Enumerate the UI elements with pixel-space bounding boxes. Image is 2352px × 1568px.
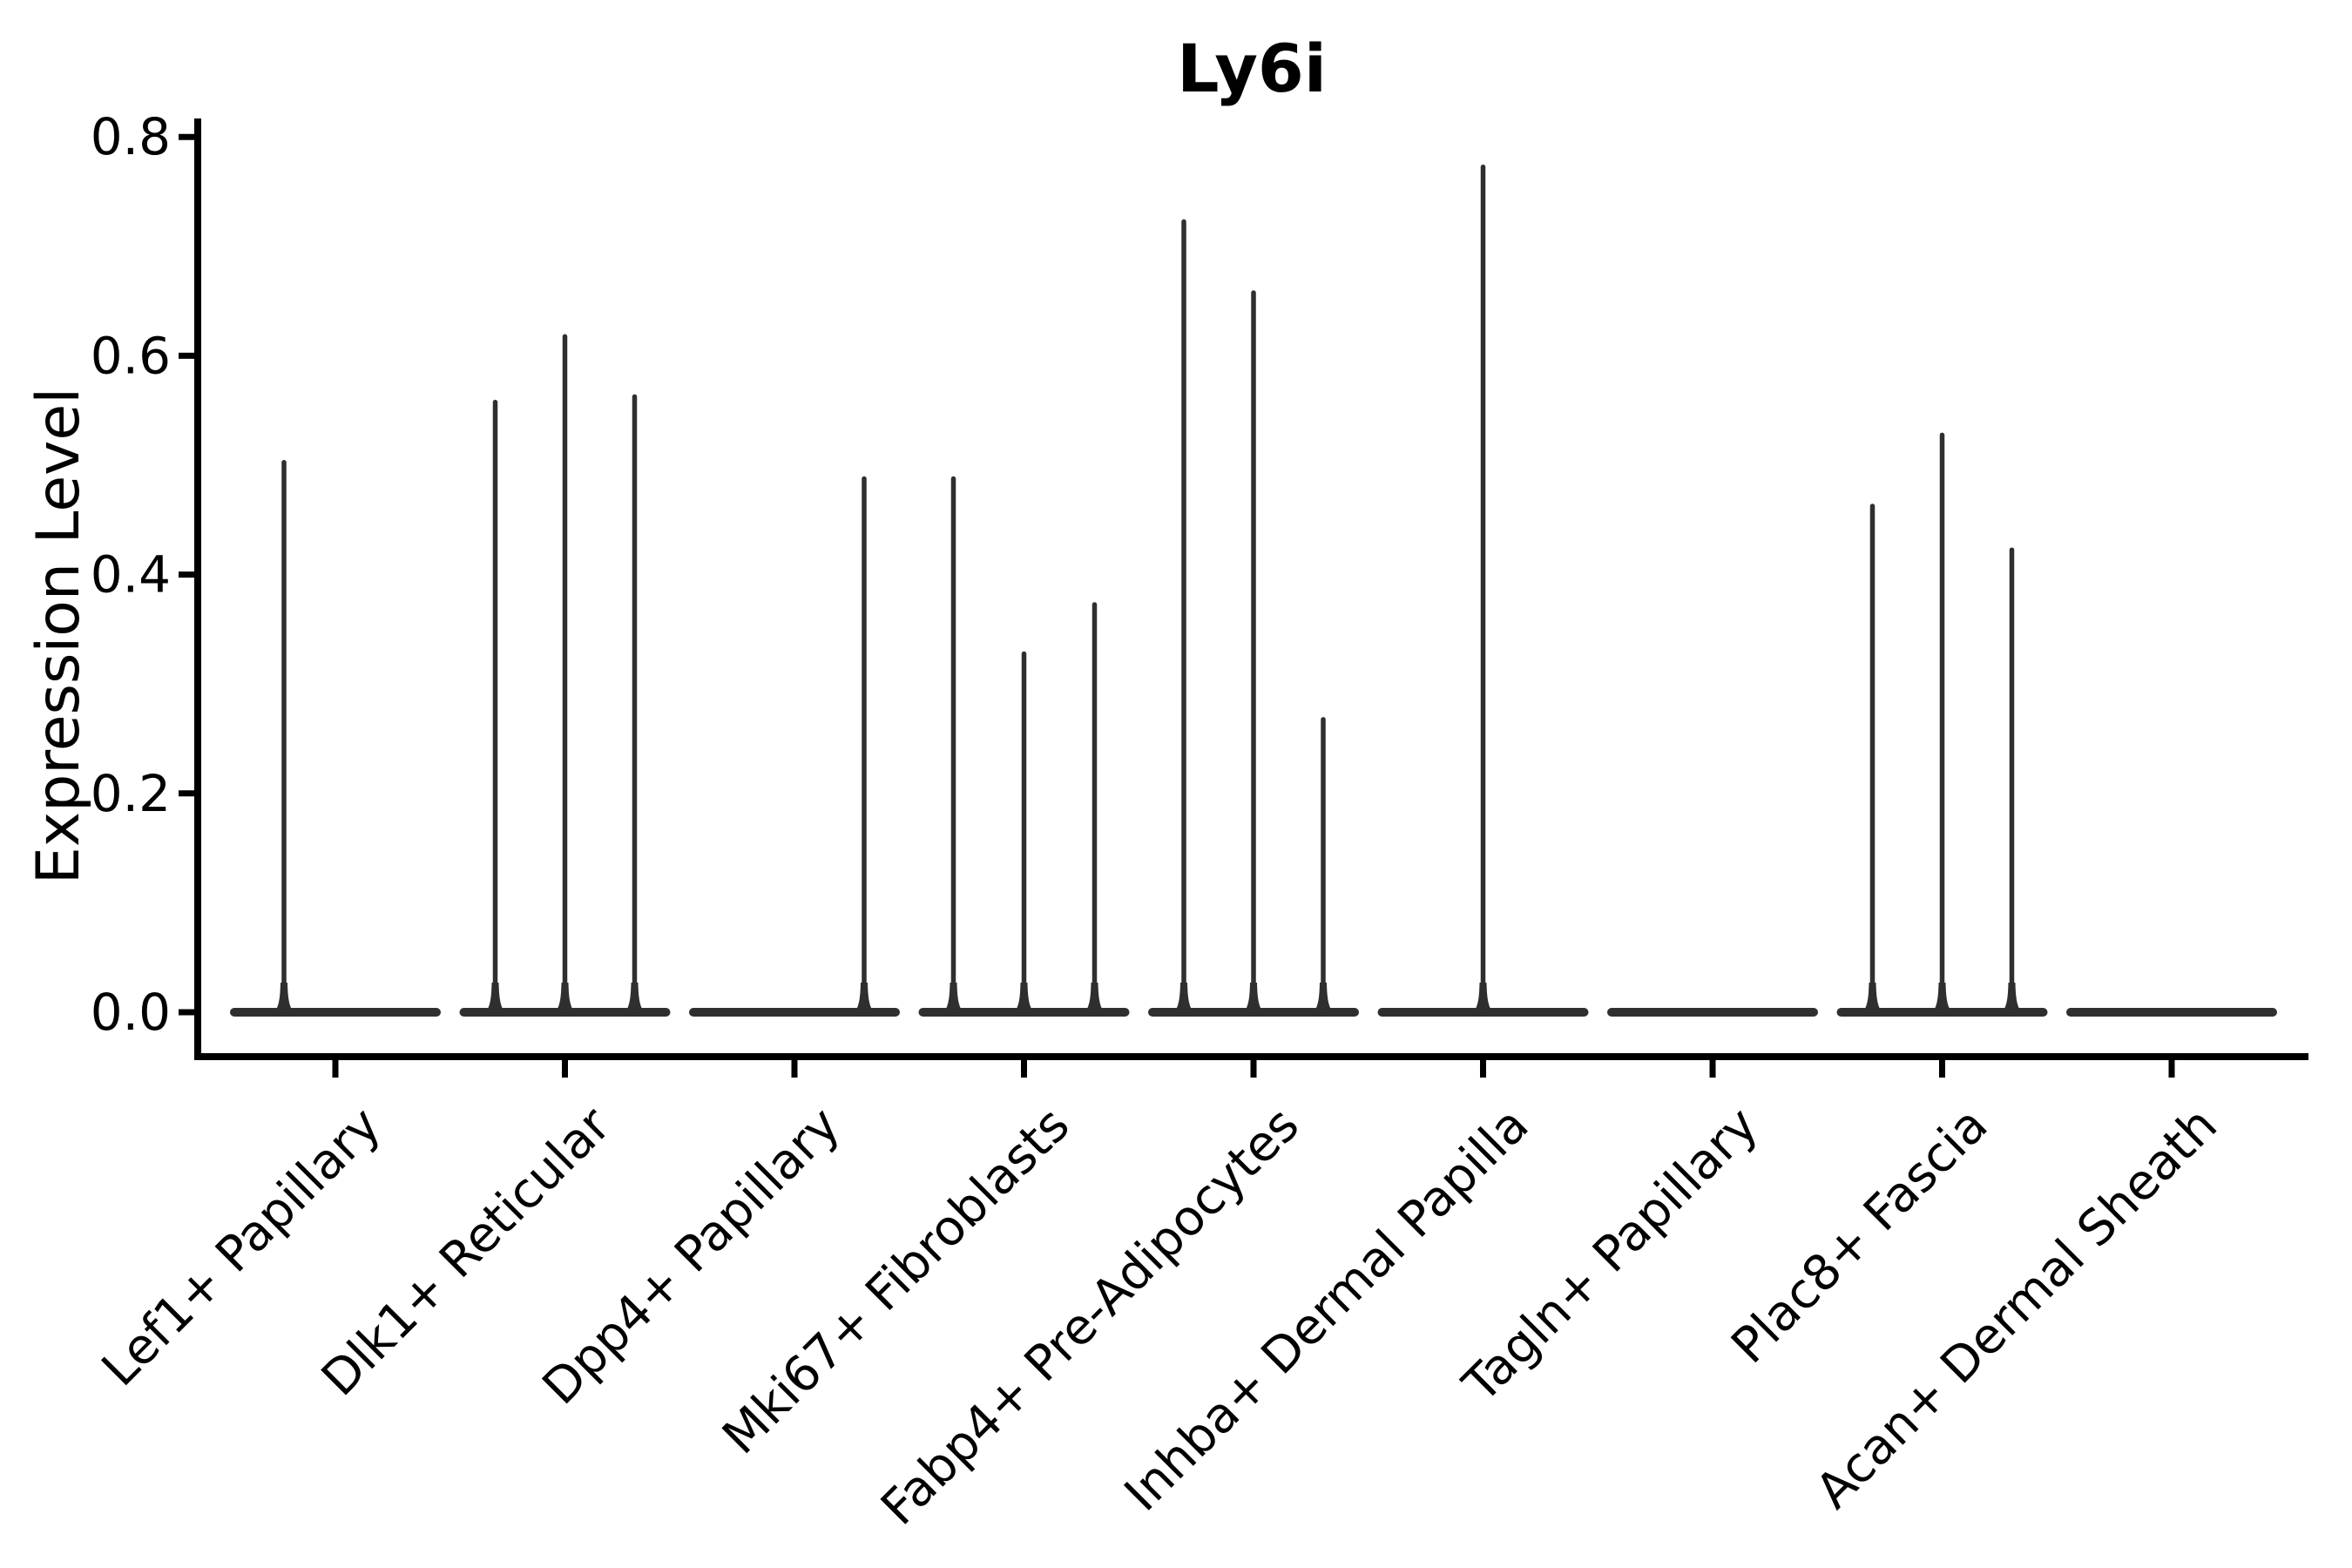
y-tick-label: 0.0 [91, 983, 171, 1042]
violin-spike-base [1241, 983, 1266, 1015]
violin-inhba [1377, 164, 1589, 1017]
violin-body [230, 1008, 441, 1017]
violin-lef1 [230, 459, 441, 1017]
violin-spike-base [852, 983, 876, 1015]
violin-body [689, 1008, 900, 1017]
violin-spike-base [1311, 983, 1335, 1015]
violin-spike-base [1930, 983, 1955, 1015]
violin-spike-base [941, 983, 966, 1015]
y-tick-label: 0.8 [91, 107, 171, 166]
violins [230, 164, 2277, 1017]
violin-plac8 [1836, 432, 2048, 1017]
x-tick-label-inhba: Inhba+ Dermal Papilla [1114, 1097, 1540, 1523]
x-tick-label-acan: Acan+ Dermal Sheath [1805, 1097, 2228, 1520]
violin-acan [2066, 1008, 2277, 1017]
violin-spike-base [1470, 983, 1496, 1015]
y-axis-ticks: 0.0 0.2 0.4 0.6 0.8 [91, 107, 194, 1042]
violin-spike-base [1172, 983, 1196, 1015]
violin-spike-base [552, 983, 578, 1015]
violin-body [1607, 1008, 1818, 1017]
y-tick-label: 0.2 [91, 764, 171, 823]
violin-spike-base [622, 983, 647, 1015]
violin-body [918, 1008, 1130, 1017]
violin-body [1836, 1008, 2048, 1017]
violin-spike-base [1011, 983, 1037, 1015]
violin-spike-base [272, 983, 296, 1015]
violin-body [1148, 1008, 1359, 1017]
chart-title: Ly6i [1177, 30, 1327, 107]
violin-body [459, 1008, 671, 1017]
violin-spike-base [1082, 983, 1107, 1015]
violin-dpp4 [689, 476, 900, 1017]
y-tick-label: 0.6 [91, 326, 171, 385]
violin-spike-base [1999, 983, 2024, 1015]
x-tick-label-fabp4: Fabp4+ Pre-Adipocytes [870, 1097, 1310, 1537]
y-tick-label: 0.4 [91, 545, 171, 605]
violin-body [1377, 1008, 1589, 1017]
violin-dlk1 [459, 334, 671, 1017]
violin-mki67 [918, 476, 1130, 1017]
violin-spike-base [1860, 983, 1885, 1015]
y-axis-label: Expression Level [24, 388, 93, 884]
violin-tagln [1607, 1008, 1818, 1017]
violin-spike-base [483, 983, 508, 1015]
violin-body [2066, 1008, 2277, 1017]
violin-fabp4 [1148, 219, 1359, 1017]
